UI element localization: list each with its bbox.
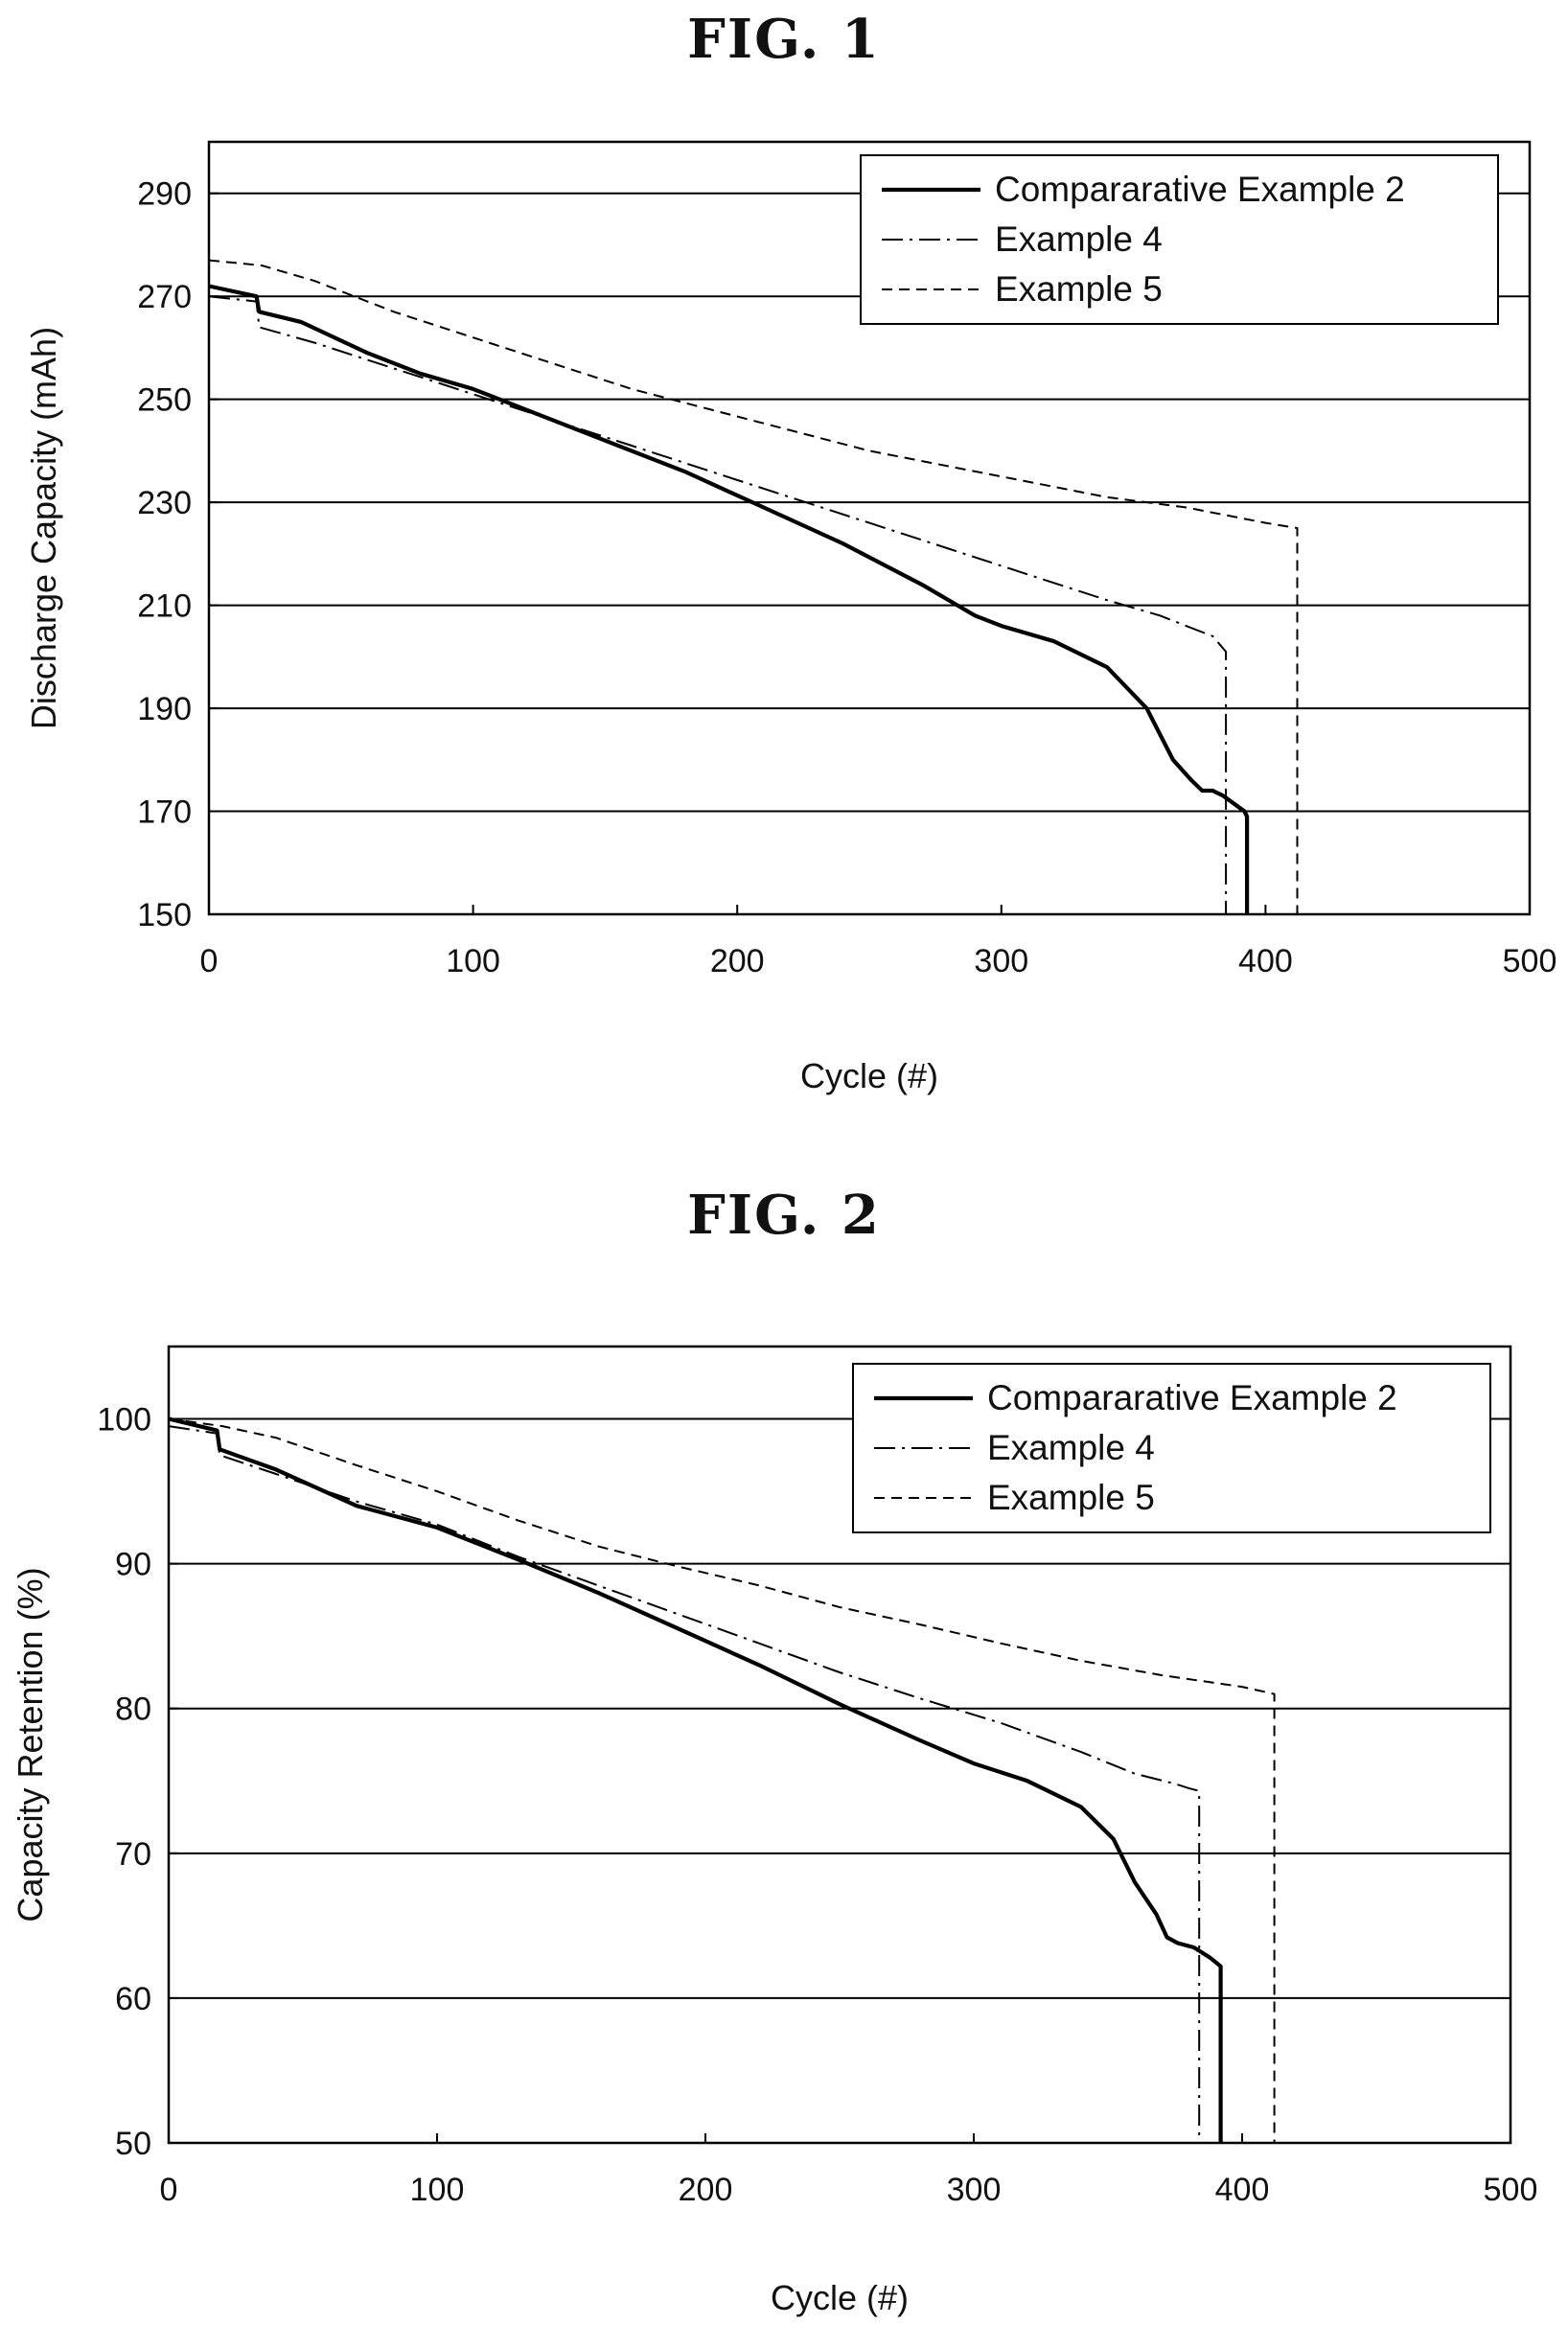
y-tick-label: 150 bbox=[137, 897, 192, 933]
x-tick-label: 200 bbox=[710, 943, 765, 979]
y-tick-label: 290 bbox=[137, 176, 192, 213]
y-tick-label: 190 bbox=[137, 691, 192, 727]
y-axis-label: Discharge Capacity (mAh) bbox=[24, 327, 63, 729]
series-line-example-5 bbox=[168, 1417, 1276, 2143]
plot-frame bbox=[207, 140, 1532, 916]
y-tick-label: 90 bbox=[115, 1547, 151, 1583]
y-tick-label: 80 bbox=[115, 1692, 151, 1728]
legend-entry: Example 5 bbox=[987, 1478, 1155, 1517]
series-line-compararative-example-2 bbox=[168, 1416, 1223, 2143]
y-tick-label: 100 bbox=[97, 1402, 151, 1439]
x-tick-label: 400 bbox=[1238, 943, 1293, 979]
x-tick-label: 200 bbox=[679, 2172, 733, 2208]
legend-entry: Example 5 bbox=[995, 269, 1163, 309]
x-axis-label: Cycle (#) bbox=[800, 1056, 938, 1095]
legend-entry: Compararative Example 2 bbox=[987, 1378, 1397, 1417]
x-tick-label: 0 bbox=[160, 2172, 178, 2208]
series-line-example-4 bbox=[168, 1425, 1201, 2143]
x-tick-label: 300 bbox=[974, 943, 1028, 979]
legend-entry: Compararative Example 2 bbox=[995, 170, 1405, 209]
x-tick-label: 0 bbox=[200, 943, 219, 979]
x-tick-label: 100 bbox=[446, 943, 500, 979]
y-tick-label: 210 bbox=[137, 588, 192, 625]
figure-1-title: FIG. 1 bbox=[687, 8, 881, 71]
y-tick-label: 270 bbox=[137, 279, 192, 315]
series-line-example-4 bbox=[208, 295, 1228, 914]
y-tick-label: 170 bbox=[137, 794, 192, 831]
legend-entry: Example 4 bbox=[995, 219, 1163, 259]
x-axis-label: Cycle (#) bbox=[771, 2278, 909, 2317]
discharge-capacity-chart: 150 170 190 210 230 250 270 290 0 100 200 300 400 500… bbox=[24, 140, 1557, 1095]
y-tick-label: 230 bbox=[137, 485, 192, 521]
y-tick-label: 50 bbox=[115, 2126, 151, 2162]
x-tick-label: 500 bbox=[1503, 943, 1557, 979]
y-tick-label: 250 bbox=[137, 382, 192, 419]
x-tick-label: 100 bbox=[410, 2172, 465, 2208]
y-tick-label: 60 bbox=[115, 1981, 151, 2017]
x-tick-label: 500 bbox=[1484, 2172, 1538, 2208]
x-tick-label: 300 bbox=[947, 2172, 1002, 2208]
series-line-example-5 bbox=[208, 259, 1299, 914]
x-tick-label: 400 bbox=[1215, 2172, 1270, 2208]
legend-entry: Example 4 bbox=[987, 1428, 1155, 1467]
figure-2-title: FIG. 2 bbox=[687, 1184, 881, 1247]
y-axis-label: Capacity Retention (%) bbox=[11, 1567, 50, 1922]
series-line-compararative-example-2 bbox=[208, 284, 1250, 914]
plot-frame bbox=[167, 1345, 1512, 2145]
y-tick-label: 70 bbox=[115, 1836, 151, 1873]
